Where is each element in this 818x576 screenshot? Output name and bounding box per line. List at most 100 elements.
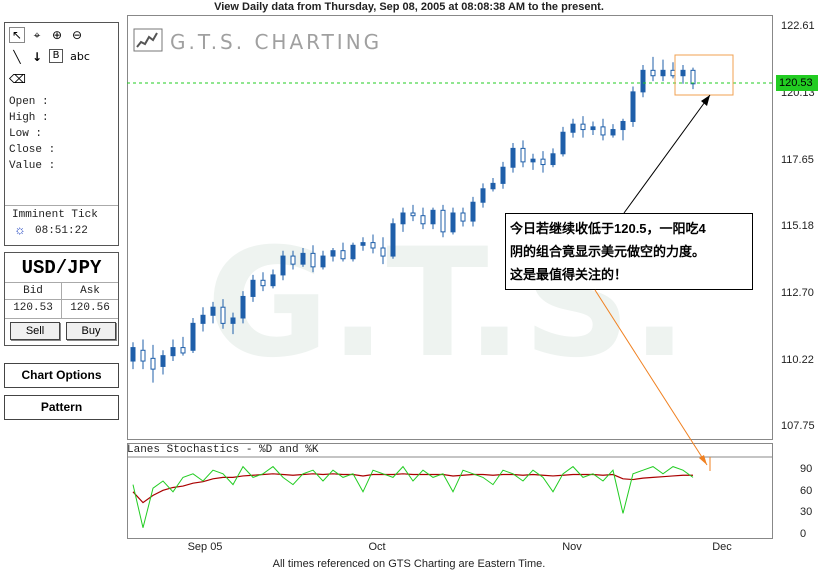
line-tool-icon[interactable]: ╲ [13, 50, 21, 64]
highlight-box [674, 54, 734, 96]
indicator-title: Lanes Stochastics - %D and %K [127, 444, 319, 456]
candle-body [400, 212, 406, 225]
indicator-tick-label: 60 [800, 484, 813, 497]
candle-body [310, 252, 316, 268]
candle-body [340, 250, 346, 260]
candle-body [510, 147, 516, 168]
candle-body [380, 247, 386, 257]
candle-body [680, 69, 686, 77]
annotation-arrow [623, 94, 711, 214]
candle-body [570, 123, 576, 133]
candle-body [300, 252, 306, 265]
price-tick-label: 112.70 [781, 286, 814, 299]
candle-body [390, 223, 396, 257]
candle-body [220, 306, 226, 324]
arrow-down-icon[interactable]: ↓ [31, 50, 43, 64]
candle-body [610, 129, 616, 136]
candle-body [620, 120, 626, 131]
candle-body [500, 166, 506, 184]
candle-body [270, 274, 276, 287]
candle-body [370, 242, 376, 249]
date-tick-label: Sep 05 [187, 541, 223, 553]
open-label: Open : [9, 96, 49, 108]
stochastics-chart[interactable] [127, 443, 773, 539]
price-tick-label: 122.61 [781, 20, 815, 32]
candle-body [440, 209, 446, 233]
candle-body [560, 131, 566, 155]
candle-body [640, 69, 646, 93]
imminent-tick-time: 08:51:22 [35, 225, 88, 237]
candle-body [200, 314, 206, 324]
buy-button[interactable]: Buy [66, 322, 116, 340]
candle-body [530, 158, 536, 163]
candle-body [180, 347, 186, 354]
candle-body [580, 123, 586, 131]
price-tick-label: 115.18 [781, 220, 814, 232]
candle-body [470, 201, 476, 222]
price-tick-label: 110.22 [781, 353, 814, 366]
sell-button[interactable]: Sell [10, 322, 60, 340]
quote-panel: USD/JPY Bid Ask 120.53 120.56 Sell Buy [4, 252, 119, 346]
candle-body [650, 69, 656, 77]
candle-body [660, 69, 666, 77]
page-title: View Daily data from Thursday, Sep 08, 2… [214, 1, 604, 13]
candle-body [360, 242, 366, 246]
candle-body [420, 215, 426, 225]
candle-body [250, 279, 256, 297]
eraser-icon[interactable]: ⌫ [9, 72, 26, 86]
candle-body [540, 158, 546, 166]
ask-value: 120.56 [70, 302, 110, 314]
ask-label: Ask [80, 285, 100, 297]
imminent-tick-label: Imminent Tick [12, 209, 98, 221]
zoom-in-icon[interactable]: ⊕ [51, 28, 63, 42]
price-tick-label: 107.75 [781, 420, 815, 432]
date-tick-label: Dec [712, 541, 732, 553]
k-line [132, 465, 694, 528]
pointer-icon[interactable]: ↖ [9, 27, 25, 43]
candle-body [280, 255, 286, 276]
pattern-button[interactable]: Pattern [4, 395, 119, 420]
candle-body [590, 126, 596, 131]
low-label: Low : [9, 128, 43, 140]
date-tick-label: Nov [562, 541, 582, 553]
price-tick-label: 117.65 [781, 153, 814, 166]
crosshair-icon[interactable]: ⌖ [33, 28, 41, 42]
candle-body [350, 244, 356, 260]
candle-body [480, 188, 486, 203]
sun-icon: ☼ [14, 222, 26, 237]
date-tick-label: Oct [368, 541, 386, 553]
candle-body [140, 349, 146, 362]
text-tool-icon[interactable]: abc [70, 50, 90, 63]
candle-body [320, 255, 326, 268]
candle-body [430, 209, 436, 225]
indicator-tick-label: 30 [800, 506, 813, 519]
candle-body [170, 347, 176, 357]
annotation-arrowhead [701, 95, 710, 106]
candle-body [190, 322, 196, 351]
candle-body [150, 357, 156, 370]
candle-body [600, 126, 606, 136]
indicator-tick-label: 90 [800, 463, 813, 476]
candle-body [230, 317, 236, 324]
zoom-out-icon[interactable]: ⊖ [71, 28, 83, 42]
close-label: Close : [9, 144, 56, 156]
candle-body [490, 182, 496, 190]
annotation-note: 今日若继续收低于120.5，一阳吃4 阴的组合竟显示美元做空的力度。 这是最值得… [505, 213, 753, 290]
candle-body [210, 306, 216, 316]
bid-value: 120.53 [13, 302, 53, 314]
footer-note: All times referenced on GTS Charting are… [272, 558, 546, 570]
candle-body [460, 212, 466, 222]
current-price-tag: 120.53 [776, 74, 818, 91]
high-label: High : [9, 112, 49, 124]
candle-body [450, 212, 456, 233]
chart-options-button[interactable]: Chart Options [4, 363, 119, 388]
text-box-icon[interactable]: B [49, 49, 63, 63]
candle-body [690, 69, 696, 85]
tool-panel: ↖ ⌖ ⊕ ⊖ ╲ ↓ B abc ⌫ Open : High : Low : … [4, 22, 119, 246]
candle-body [520, 147, 526, 163]
indicator-tick-label: 0 [800, 528, 807, 540]
bid-label: Bid [23, 285, 43, 297]
candle-body [670, 69, 676, 77]
currency-pair: USD/JPY [21, 257, 102, 279]
candle-body [240, 295, 246, 319]
